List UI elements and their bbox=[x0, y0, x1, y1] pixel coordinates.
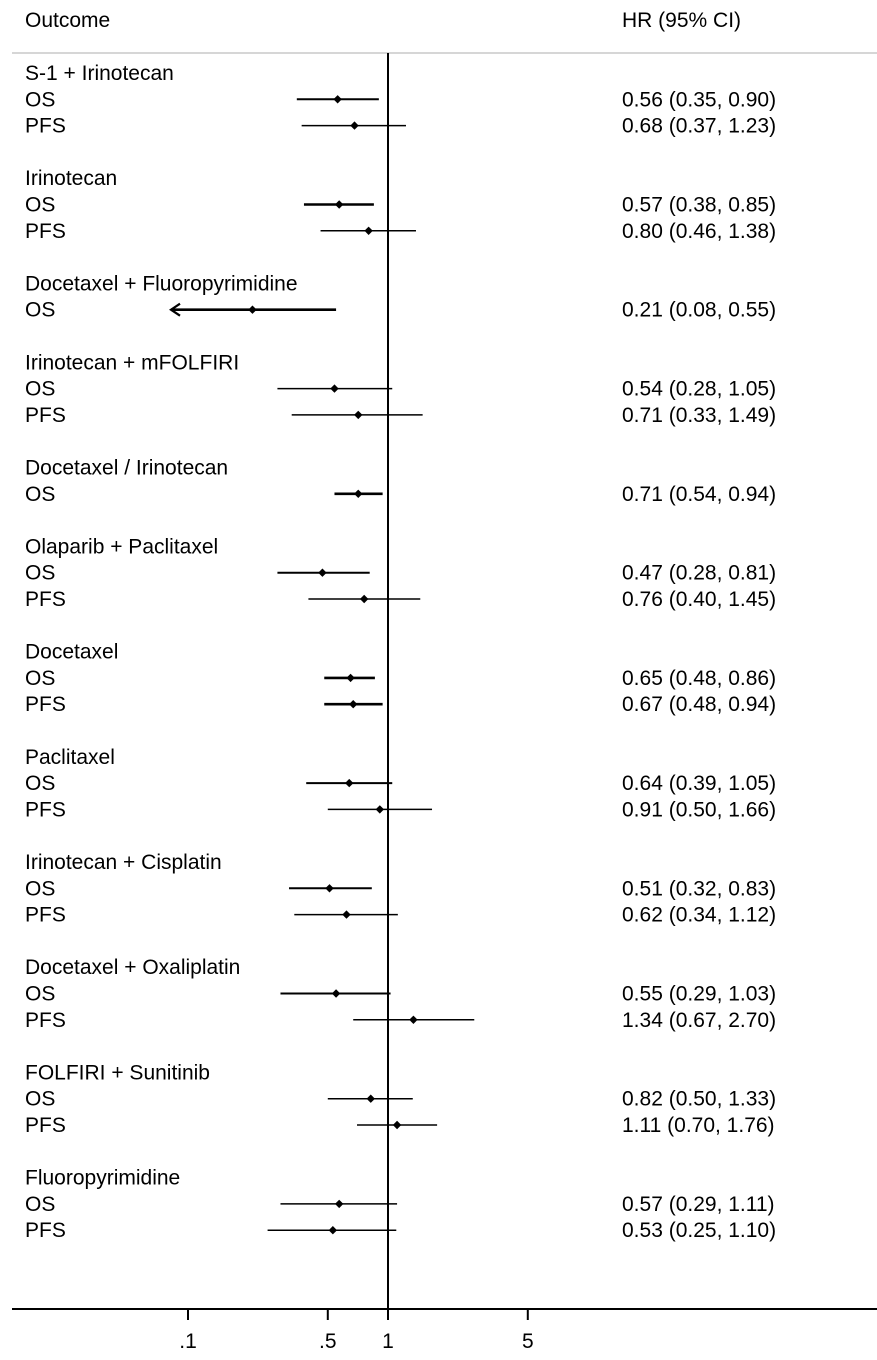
hr-ci-text: 0.62 (0.34, 1.12) bbox=[622, 904, 776, 927]
ci-arrow-left bbox=[169, 302, 181, 317]
outcome-label: PFS bbox=[25, 404, 66, 427]
point-estimate bbox=[328, 1226, 338, 1235]
group-label: FOLFIRI + Sunitinib bbox=[25, 1061, 210, 1084]
outcome-label: PFS bbox=[25, 1114, 66, 1137]
hr-ci-text: 0.47 (0.28, 0.81) bbox=[622, 562, 776, 585]
point-estimate bbox=[333, 95, 342, 104]
group-label: Docetaxel bbox=[25, 641, 118, 664]
outcome-label: OS bbox=[25, 1088, 55, 1111]
hr-ci-text: 0.68 (0.37, 1.23) bbox=[622, 115, 776, 138]
x-tick-label: 1 bbox=[382, 1330, 394, 1353]
group-label: Fluoropyrimidine bbox=[25, 1167, 180, 1190]
point-estimate bbox=[354, 410, 363, 420]
hr-ci-text: 0.71 (0.54, 0.94) bbox=[622, 483, 776, 506]
group-label: Irinotecan + Cisplatin bbox=[25, 851, 222, 874]
hr-ci-text: 0.76 (0.40, 1.45) bbox=[622, 588, 776, 611]
hr-ci-text: 0.57 (0.29, 1.11) bbox=[622, 1193, 775, 1216]
outcome-label: PFS bbox=[25, 798, 66, 821]
header-outcome: Outcome bbox=[25, 9, 110, 32]
point-estimate bbox=[366, 1094, 375, 1103]
group-label: Olaparib + Paclitaxel bbox=[25, 535, 218, 558]
hr-ci-text: 0.21 (0.08, 0.55) bbox=[622, 299, 776, 322]
group-label: Irinotecan bbox=[25, 167, 117, 190]
outcome-label: OS bbox=[25, 877, 55, 900]
group-label: Docetaxel / Irinotecan bbox=[25, 457, 228, 480]
group-label: Paclitaxel bbox=[25, 746, 115, 769]
outcome-label: OS bbox=[25, 299, 55, 322]
hr-ci-text: 0.65 (0.48, 0.86) bbox=[622, 667, 776, 690]
point-estimate bbox=[334, 1199, 344, 1209]
hr-ci-text: 1.34 (0.67, 2.70) bbox=[622, 1009, 776, 1032]
x-tick-label: .5 bbox=[319, 1330, 337, 1353]
x-axis-ticks: .1 .5 1 5 bbox=[179, 1309, 534, 1353]
outcome-label: PFS bbox=[25, 693, 66, 716]
point-estimate bbox=[392, 1120, 402, 1130]
point-estimate bbox=[345, 778, 354, 788]
outcome-label: OS bbox=[25, 483, 55, 506]
point-estimate bbox=[354, 489, 363, 498]
hr-ci-text: 0.64 (0.39, 1.05) bbox=[622, 772, 776, 795]
hr-ci-text: 0.80 (0.46, 1.38) bbox=[622, 220, 776, 243]
group-label: Docetaxel + Fluoropyrimidine bbox=[25, 272, 298, 295]
hr-ci-text: 0.71 (0.33, 1.49) bbox=[622, 404, 776, 427]
hr-ci-text: 0.54 (0.28, 1.05) bbox=[622, 378, 776, 401]
hr-ci-text: 0.57 (0.38, 0.85) bbox=[622, 194, 776, 217]
outcome-label: PFS bbox=[25, 115, 66, 138]
outcome-label: OS bbox=[25, 562, 55, 585]
point-estimate bbox=[375, 805, 385, 814]
point-estimate bbox=[334, 200, 344, 209]
point-estimate bbox=[364, 226, 373, 235]
outcome-label: OS bbox=[25, 1193, 55, 1216]
point-estimate bbox=[248, 305, 257, 314]
hr-ci-text: 0.91 (0.50, 1.66) bbox=[622, 798, 776, 821]
hr-ci-text: 0.55 (0.29, 1.03) bbox=[622, 983, 776, 1006]
outcome-label: OS bbox=[25, 667, 55, 690]
group-label: Irinotecan + mFOLFIRI bbox=[25, 351, 239, 374]
point-estimate bbox=[349, 700, 358, 709]
point-estimate bbox=[331, 989, 341, 998]
outcome-label: PFS bbox=[25, 904, 66, 927]
outcome-label: PFS bbox=[25, 220, 66, 243]
outcome-label: OS bbox=[25, 772, 55, 795]
hr-ci-text: 0.56 (0.35, 0.90) bbox=[622, 88, 776, 111]
hr-ci-text: 0.67 (0.48, 0.94) bbox=[622, 693, 776, 716]
outcome-label: PFS bbox=[25, 1219, 66, 1242]
outcome-label: OS bbox=[25, 194, 55, 217]
point-estimate bbox=[359, 594, 369, 604]
hr-ci-text: 0.53 (0.25, 1.10) bbox=[622, 1219, 776, 1242]
outcome-label: OS bbox=[25, 983, 55, 1006]
point-estimate bbox=[330, 384, 339, 393]
outcome-label: OS bbox=[25, 88, 55, 111]
point-estimate bbox=[346, 673, 355, 683]
x-tick-label: .1 bbox=[179, 1330, 197, 1353]
point-estimate bbox=[350, 121, 359, 130]
outcome-label: OS bbox=[25, 378, 55, 401]
hr-ci-text: 0.82 (0.50, 1.33) bbox=[622, 1088, 776, 1111]
outcome-label: PFS bbox=[25, 1009, 66, 1032]
group-label: S-1 + Irinotecan bbox=[25, 62, 174, 85]
point-estimate bbox=[409, 1015, 418, 1024]
x-tick-label: 5 bbox=[522, 1330, 534, 1353]
group-label: Docetaxel + Oxaliplatin bbox=[25, 956, 240, 979]
hr-ci-text: 0.51 (0.32, 0.83) bbox=[622, 877, 776, 900]
header-hr-ci: HR (95% CI) bbox=[622, 9, 741, 32]
outcome-label: PFS bbox=[25, 588, 66, 611]
hr-ci-text: 1.11 (0.70, 1.76) bbox=[622, 1114, 775, 1137]
plot-rows: S-1 + Irinotecan OS 0.56 (0.35, 0.90) PFS 0.… bbox=[25, 62, 776, 1242]
point-estimate bbox=[325, 884, 334, 893]
point-estimate bbox=[342, 910, 351, 919]
point-estimate bbox=[318, 568, 327, 577]
